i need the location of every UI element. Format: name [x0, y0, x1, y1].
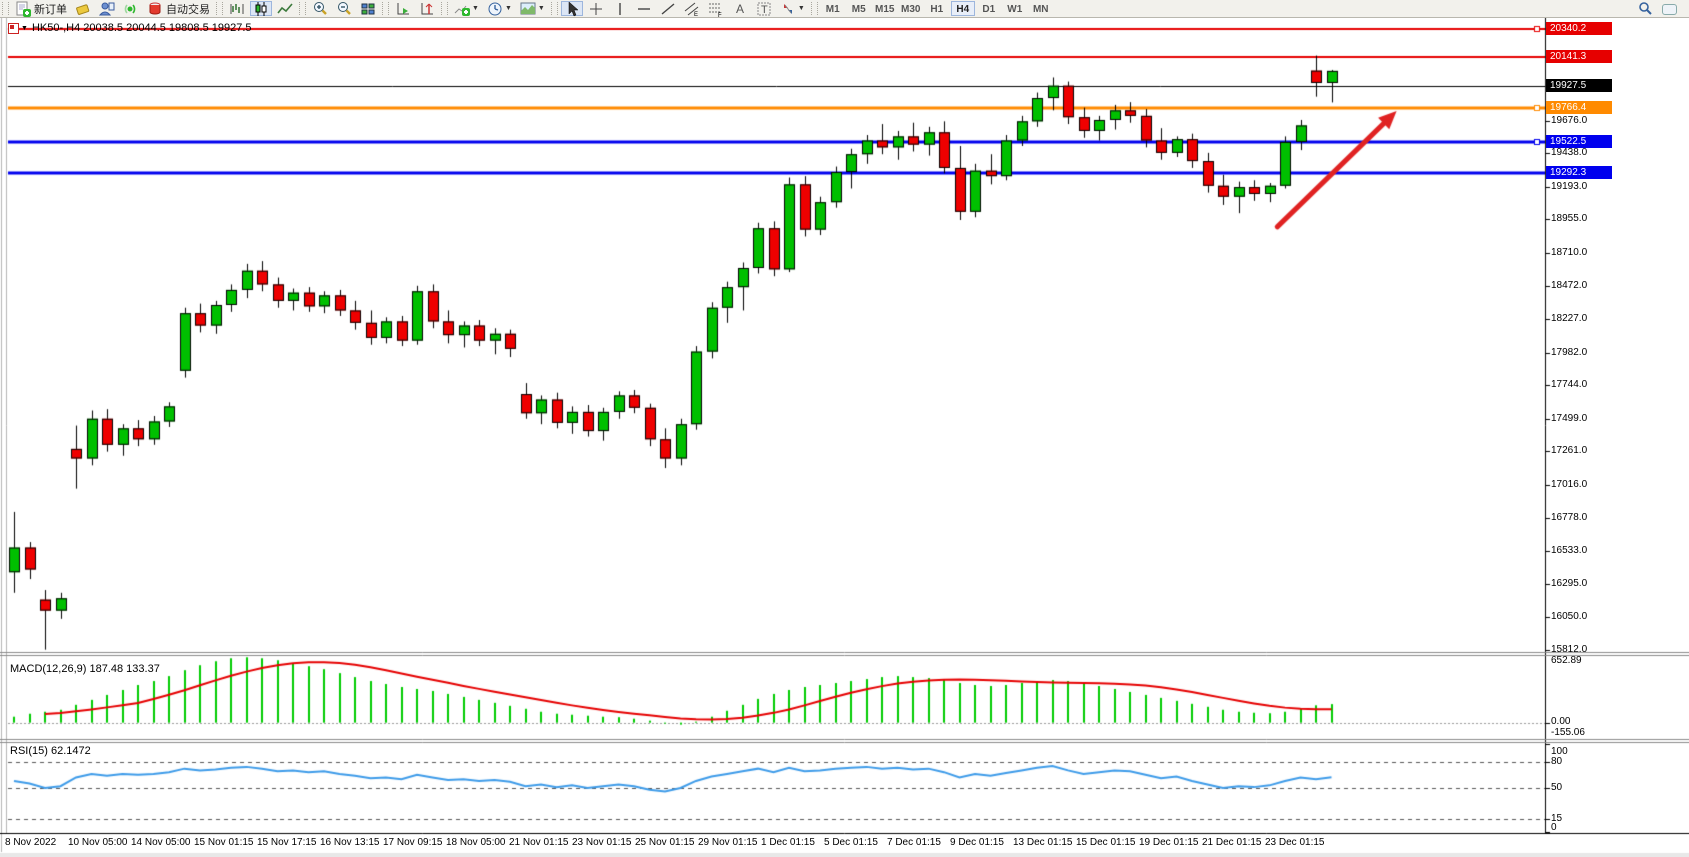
autotrading-label: 自动交易: [166, 3, 210, 16]
arrows-icon: [780, 1, 796, 17]
eraser-button[interactable]: [72, 1, 94, 16]
text-label-button[interactable]: T: [753, 1, 775, 16]
timeframe-button-d1[interactable]: D1: [982, 4, 996, 15]
chart-canvas[interactable]: [0, 18, 1689, 857]
timeframe-button-m1[interactable]: M1: [825, 4, 840, 15]
search-button[interactable]: [1634, 1, 1656, 16]
zoom-out-button[interactable]: [333, 1, 355, 16]
chevron-down-icon: ▼: [797, 5, 805, 12]
timeframe-button-m5[interactable]: M5: [851, 4, 866, 15]
autotrading-button[interactable]: 自动交易: [144, 1, 213, 16]
new-order-label: 新订单: [34, 3, 67, 16]
search-icon: [1637, 1, 1653, 17]
chevron-down-icon: ▼: [537, 5, 545, 12]
svg-text:T: T: [761, 4, 768, 16]
tile-windows-button[interactable]: [357, 1, 379, 16]
cursor-button[interactable]: [560, 0, 583, 17]
template-icon: [520, 1, 536, 17]
line-studies-group: E F A T ▼: [560, 0, 809, 17]
autotrading-icon: [147, 1, 163, 17]
zoom-group: [308, 0, 380, 17]
toolbar-separator: [216, 2, 223, 15]
eraser-icon: [75, 1, 91, 17]
auto-scroll-icon: [395, 1, 411, 17]
scroll-group: [391, 0, 439, 17]
trendline-icon: [660, 1, 676, 17]
signals-icon: [123, 1, 139, 17]
equidistant-channel-button[interactable]: E: [681, 1, 703, 17]
new-order-button[interactable]: 新订单: [12, 1, 70, 17]
svg-text:A: A: [736, 2, 744, 16]
vertical-line-icon: [612, 1, 628, 17]
svg-text:E: E: [694, 12, 698, 17]
text-label-icon: T: [756, 1, 772, 17]
indicators-icon: [454, 1, 470, 17]
main-toolbar: 新订单 自动交易: [0, 0, 1689, 18]
indicators-button[interactable]: ▼: [451, 1, 482, 16]
horizontal-line-button[interactable]: [633, 1, 655, 16]
svg-text:F: F: [718, 13, 722, 17]
equidistant-channel-icon: E: [684, 1, 700, 17]
timeframe-button-h4[interactable]: H4: [950, 1, 975, 16]
templates-button[interactable]: ▼: [517, 1, 548, 16]
notifications-button[interactable]: 1: [1658, 1, 1682, 16]
toolbar-separator: [810, 2, 818, 15]
chart-shift-icon: [419, 1, 435, 17]
chart-window: ▼ HK50-,H4 20038.5 20044.5 19808.5 19927…: [0, 18, 1689, 857]
arrows-button[interactable]: ▼: [777, 1, 808, 16]
toolbar-separator: [299, 2, 306, 15]
bar-chart-button[interactable]: [226, 1, 248, 16]
timeframe-button-w1[interactable]: W1: [1007, 4, 1023, 15]
zoom-in-button[interactable]: [309, 1, 331, 16]
timeframe-button-h1[interactable]: H1: [930, 4, 944, 15]
crosshair-icon: [588, 1, 604, 17]
candlestick-chart-button[interactable]: [250, 1, 272, 16]
chevron-down-icon: ▼: [504, 5, 512, 12]
chart-tools-group: ▼ ▼ ▼: [450, 0, 549, 17]
text-button[interactable]: A: [729, 1, 751, 16]
toolbar-separator: [382, 2, 389, 15]
bar-chart-icon: [229, 1, 245, 17]
crosshair-button[interactable]: [585, 1, 607, 16]
toolbar-right: 1: [1633, 1, 1689, 16]
zoom-out-icon: [336, 1, 352, 17]
toolbar-separator: [550, 2, 558, 15]
text-icon: A: [732, 1, 748, 17]
trendline-button[interactable]: [657, 1, 679, 16]
zoom-in-icon: [312, 1, 328, 17]
chart-type-group: [225, 0, 297, 17]
chevron-down-icon: ▼: [472, 5, 479, 12]
chart-shift-button[interactable]: [416, 1, 438, 16]
trade-group: 新订单 自动交易: [11, 0, 214, 17]
line-chart-icon: [277, 1, 293, 17]
toolbar-drag-handle[interactable]: [2, 2, 9, 15]
timeframe-button-m30[interactable]: M30: [901, 4, 921, 15]
fibonacci-icon: F: [708, 1, 724, 17]
toolbar-separator: [441, 2, 448, 15]
tile-windows-icon: [360, 1, 376, 17]
timeframe-button-mn[interactable]: MN: [1032, 4, 1049, 15]
cursor-icon: [564, 0, 580, 17]
profile-icon: [99, 1, 115, 17]
periods-button[interactable]: ▼: [484, 1, 515, 16]
signals-button[interactable]: [120, 1, 142, 16]
auto-scroll-button[interactable]: [392, 1, 414, 16]
fibonacci-button[interactable]: F: [705, 1, 727, 17]
timeframe-group: M1 M5 M15 M30 H1 H4 D1 W1 MN: [820, 0, 1054, 17]
new-order-icon: [15, 1, 31, 17]
line-chart-button[interactable]: [274, 1, 296, 16]
clock-icon: [487, 1, 503, 17]
candlestick-chart-icon: [253, 1, 269, 17]
vertical-line-button[interactable]: [609, 1, 631, 16]
profile-button[interactable]: [96, 1, 118, 16]
notification-icon: 1: [1661, 1, 1679, 16]
horizontal-line-icon: [636, 1, 652, 17]
timeframe-button-m15[interactable]: M15: [875, 4, 895, 15]
